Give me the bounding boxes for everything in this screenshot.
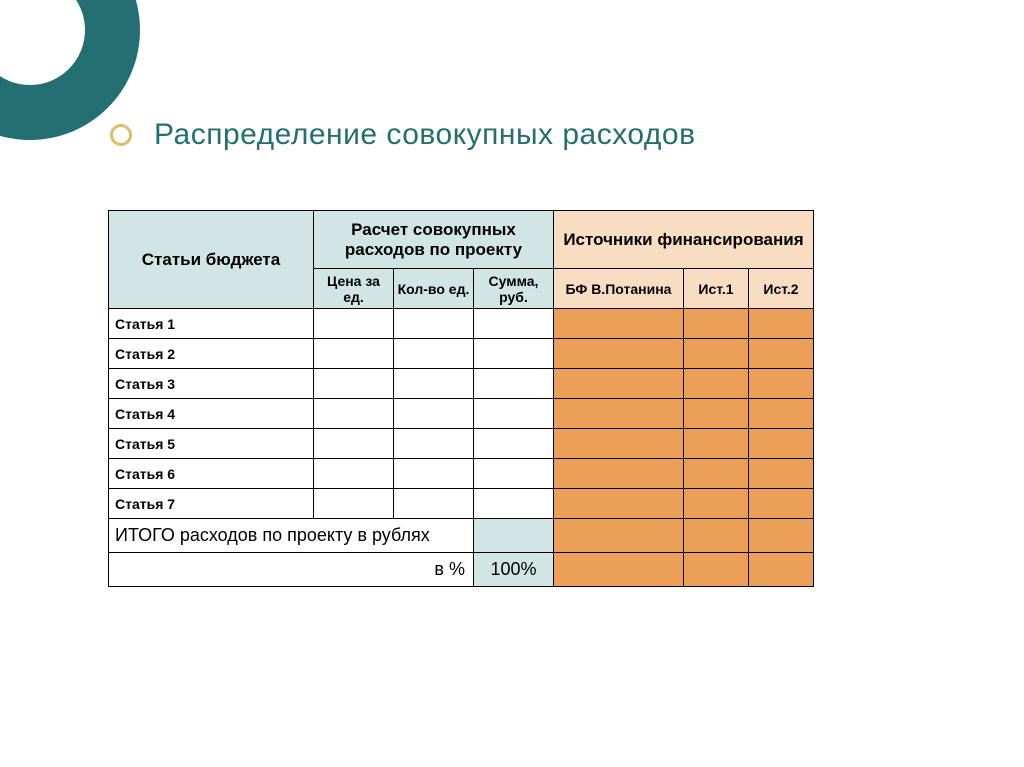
- row-label: Статья 6: [109, 459, 314, 489]
- cell-source: [749, 369, 814, 399]
- table-row: Статья 5: [109, 429, 814, 459]
- totals-pct-src2: [749, 553, 814, 587]
- cell-source: [749, 399, 814, 429]
- totals-pct-value: 100%: [474, 553, 554, 587]
- cell-empty: [474, 429, 554, 459]
- th-calc-group: Расчет совокупных расходов по проекту: [314, 211, 554, 269]
- cell-source: [749, 489, 814, 519]
- totals-pct-bf: [554, 553, 684, 587]
- cell-empty: [474, 369, 554, 399]
- cell-source: [554, 309, 684, 339]
- totals-label-rub: ИТОГО расходов по проекту в рублях: [109, 519, 474, 553]
- page-title: Распределение совокупных расходов: [154, 118, 696, 152]
- row-label: Статья 1: [109, 309, 314, 339]
- cell-source: [554, 399, 684, 429]
- cell-empty: [314, 309, 394, 339]
- th-bf: БФ В.Потанина: [554, 269, 684, 309]
- cell-empty: [474, 339, 554, 369]
- cell-empty: [394, 339, 474, 369]
- cell-source: [554, 369, 684, 399]
- cell-empty: [394, 399, 474, 429]
- cell-empty: [394, 489, 474, 519]
- cell-source: [684, 429, 749, 459]
- table-row: Статья 6: [109, 459, 814, 489]
- th-price: Цена за ед.: [314, 269, 394, 309]
- totals-row-pct: в % 100%: [109, 553, 814, 587]
- cell-empty: [474, 399, 554, 429]
- cell-empty: [314, 459, 394, 489]
- row-label: Статья 7: [109, 489, 314, 519]
- cell-source: [554, 339, 684, 369]
- cell-source: [684, 339, 749, 369]
- totals-rub-src2: [749, 519, 814, 553]
- totals-rub-sum: [474, 519, 554, 553]
- cell-source: [684, 309, 749, 339]
- cell-source: [749, 309, 814, 339]
- cell-source: [684, 399, 749, 429]
- totals-pct-src1: [684, 553, 749, 587]
- th-sources-group: Источники финансирования: [554, 211, 814, 269]
- cell-source: [554, 489, 684, 519]
- th-src2: Ист.2: [749, 269, 814, 309]
- row-label: Статья 4: [109, 399, 314, 429]
- th-src1: Ист.1: [684, 269, 749, 309]
- table-row: Статья 3: [109, 369, 814, 399]
- th-sum: Сумма, руб.: [474, 269, 554, 309]
- cell-empty: [394, 459, 474, 489]
- table-row: Статья 4: [109, 399, 814, 429]
- cell-empty: [314, 399, 394, 429]
- cell-source: [684, 369, 749, 399]
- cell-empty: [314, 429, 394, 459]
- cell-empty: [314, 489, 394, 519]
- table-row: Статья 7: [109, 489, 814, 519]
- cell-empty: [474, 309, 554, 339]
- cell-empty: [474, 459, 554, 489]
- totals-rub-bf: [554, 519, 684, 553]
- budget-table-body: Статья 1Статья 2Статья 3Статья 4Статья 5…: [109, 309, 814, 519]
- cell-source: [749, 429, 814, 459]
- cell-source: [554, 429, 684, 459]
- cell-source: [684, 459, 749, 489]
- cell-empty: [314, 339, 394, 369]
- row-label: Статья 3: [109, 369, 314, 399]
- budget-table-wrap: Статьи бюджета Расчет совокупных расходо…: [108, 210, 814, 587]
- budget-table: Статьи бюджета Расчет совокупных расходо…: [108, 210, 814, 587]
- th-budget-items: Статьи бюджета: [109, 211, 314, 309]
- cell-source: [749, 459, 814, 489]
- cell-empty: [314, 369, 394, 399]
- cell-empty: [394, 429, 474, 459]
- cell-source: [684, 489, 749, 519]
- title-row: Распределение совокупных расходов: [110, 118, 696, 152]
- row-label: Статья 2: [109, 339, 314, 369]
- cell-empty: [394, 309, 474, 339]
- cell-empty: [394, 369, 474, 399]
- cell-source: [554, 459, 684, 489]
- cell-empty: [474, 489, 554, 519]
- table-row: Статья 2: [109, 339, 814, 369]
- totals-label-pct: в %: [109, 553, 474, 587]
- row-label: Статья 5: [109, 429, 314, 459]
- cell-source: [749, 339, 814, 369]
- table-row: Статья 1: [109, 309, 814, 339]
- totals-rub-src1: [684, 519, 749, 553]
- title-bullet-icon: [110, 124, 132, 146]
- th-qty: Кол-во ед.: [394, 269, 474, 309]
- totals-row-rub: ИТОГО расходов по проекту в рублях: [109, 519, 814, 553]
